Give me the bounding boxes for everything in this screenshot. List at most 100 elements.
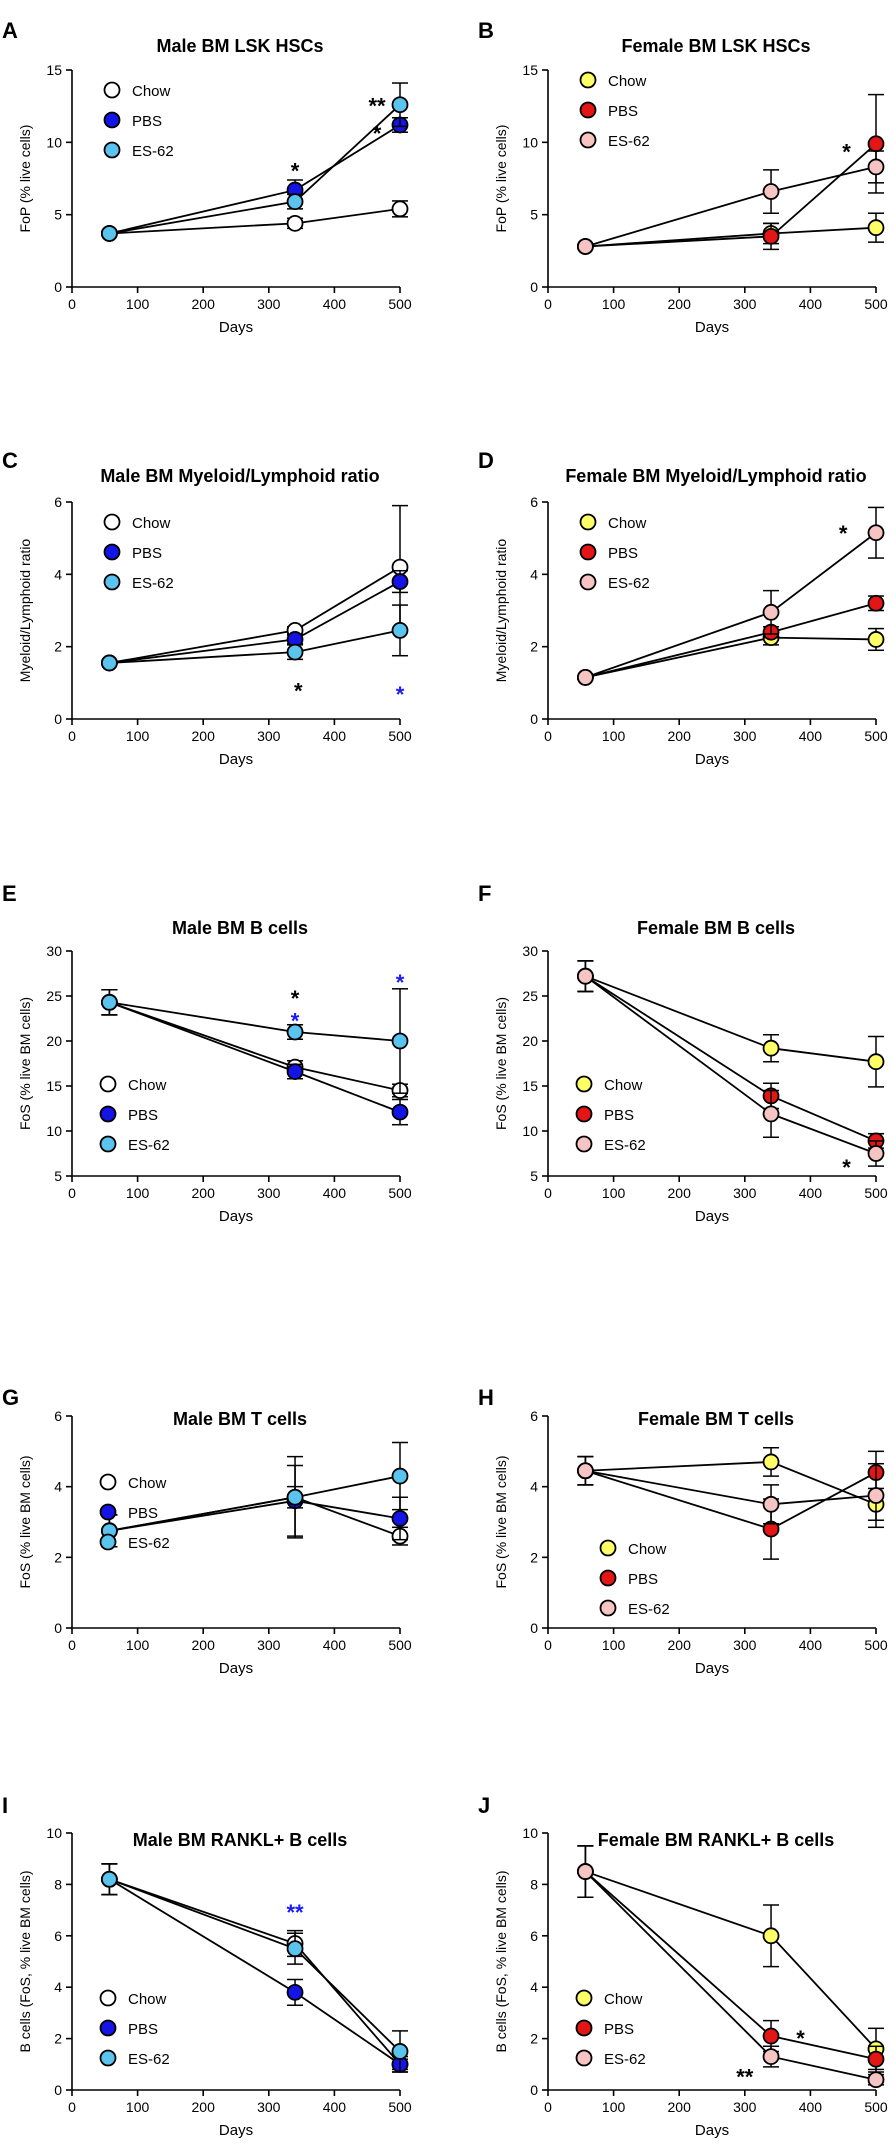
- x-tick-label: 300: [257, 728, 281, 744]
- y-tick-label: 6: [54, 1928, 62, 1944]
- x-tick-label: 400: [799, 2099, 823, 2115]
- data-point: [867, 1053, 885, 1071]
- legend-marker: [99, 2049, 117, 2067]
- y-axis-label: FoS (% live BM cells): [17, 1455, 33, 1588]
- y-axis-label: FoS (% live BM cells): [493, 1455, 509, 1588]
- series-es-62: [576, 150, 885, 255]
- series-line: [585, 166, 877, 248]
- chart-title: Female BM B cells: [637, 918, 795, 938]
- legend-label: PBS: [132, 545, 162, 562]
- x-tick-label: 0: [68, 728, 76, 744]
- chart-title: Male BM B cells: [172, 918, 308, 938]
- legend-label: Chow: [132, 83, 171, 100]
- series-es-62: [100, 988, 409, 1094]
- legend-label: Chow: [628, 1541, 667, 1558]
- legend-label: Chow: [132, 515, 171, 532]
- x-tick-label: 300: [257, 296, 281, 312]
- data-point: [286, 193, 304, 211]
- data-point: [867, 2071, 885, 2089]
- x-tick-label: 100: [602, 2099, 626, 2115]
- y-tick-label: 2: [54, 2031, 62, 2047]
- series-es-62: [100, 1441, 409, 1548]
- significance-star: *: [373, 121, 382, 146]
- y-tick-label: 0: [530, 279, 538, 295]
- legend-label: Chow: [608, 515, 647, 532]
- series-es-62: [576, 1845, 885, 2089]
- x-tick-label: 200: [192, 296, 216, 312]
- panel-label: F: [478, 881, 491, 906]
- significance-star: *: [291, 158, 300, 183]
- x-axis-label: Days: [219, 1208, 253, 1225]
- legend-marker: [575, 1075, 593, 1093]
- data-point: [391, 1510, 409, 1527]
- data-point: [286, 1023, 304, 1041]
- legend-label: ES-62: [128, 1137, 170, 1154]
- y-tick-label: 15: [522, 62, 538, 78]
- y-tick-label: 6: [530, 494, 538, 510]
- y-tick-label: 8: [530, 1876, 538, 1892]
- significance-star: **: [368, 93, 386, 118]
- series-line: [109, 207, 401, 235]
- legend-marker: [99, 1533, 117, 1551]
- x-tick-label: 300: [733, 1185, 757, 1201]
- series-line: [584, 1870, 877, 2081]
- legend-label: ES-62: [628, 1601, 670, 1618]
- legend-marker: [103, 573, 121, 591]
- y-tick-label: 0: [54, 711, 62, 727]
- x-tick-label: 500: [388, 728, 412, 744]
- x-tick-label: 200: [192, 2099, 216, 2115]
- panel-B: B Female BM LSK HSCs 0 5 10 15 0 100 200 300 400 50…: [478, 18, 888, 336]
- series-line: [109, 1001, 401, 1113]
- panel-D: D Female BM Myeloid/Lymphoid ratio 0 2 4 6 0 10…: [478, 448, 888, 768]
- data-point: [762, 183, 780, 200]
- y-tick-label: 0: [54, 2082, 62, 2098]
- legend-label: ES-62: [128, 2051, 170, 2068]
- series-chow: [576, 212, 885, 255]
- x-tick-label: 500: [864, 296, 888, 312]
- legend-label: Chow: [128, 1991, 167, 2008]
- data-point: [391, 573, 409, 590]
- legend-label: PBS: [604, 2021, 634, 2038]
- legend-label: Chow: [604, 1077, 643, 1094]
- data-point: [391, 1032, 409, 1050]
- x-tick-label: 200: [192, 1637, 216, 1653]
- data-point: [762, 1039, 780, 1057]
- legend-label: Chow: [128, 1475, 167, 1492]
- y-axis-label: FoP (% live cells): [17, 125, 33, 233]
- x-tick-label: 500: [388, 1637, 412, 1653]
- x-tick-label: 400: [323, 1637, 347, 1653]
- x-tick-label: 300: [733, 728, 757, 744]
- x-axis-label: Days: [695, 319, 729, 336]
- series-pbs: [576, 1450, 885, 1560]
- x-tick-label: 200: [192, 1185, 216, 1201]
- legend-marker: [579, 71, 597, 89]
- x-axis-label: Days: [219, 2122, 253, 2139]
- series-es-62: [576, 960, 885, 1167]
- y-tick-label: 6: [530, 1408, 538, 1424]
- panel-label: J: [478, 1793, 490, 1818]
- y-tick-label: 25: [46, 988, 62, 1004]
- panel-A: A Male BM LSK HSCs 0 5 10 15 0 100 200 300 400 500 D…: [2, 18, 412, 336]
- data-point: [286, 214, 304, 232]
- legend-label: ES-62: [604, 1137, 646, 1154]
- series-es-62: [576, 506, 885, 686]
- chart-title: Male BM Myeloid/Lymphoid ratio: [100, 466, 379, 486]
- legend-marker: [599, 1599, 617, 1617]
- data-point: [867, 524, 885, 542]
- x-tick-label: 500: [864, 1637, 888, 1653]
- significance-star: *: [796, 2026, 805, 2051]
- y-tick-label: 30: [522, 943, 538, 959]
- x-tick-label: 0: [544, 296, 552, 312]
- panel-label: D: [478, 448, 494, 473]
- data-point: [286, 1488, 304, 1506]
- legend-label: ES-62: [132, 575, 174, 592]
- x-tick-label: 500: [864, 2099, 888, 2115]
- legend-label: ES-62: [128, 1535, 170, 1552]
- series-pbs: [100, 988, 409, 1126]
- data-point: [286, 1983, 304, 2001]
- panel-label: E: [2, 881, 17, 906]
- y-tick-label: 0: [54, 1620, 62, 1636]
- x-tick-label: 200: [668, 296, 692, 312]
- x-tick-label: 300: [733, 2099, 757, 2115]
